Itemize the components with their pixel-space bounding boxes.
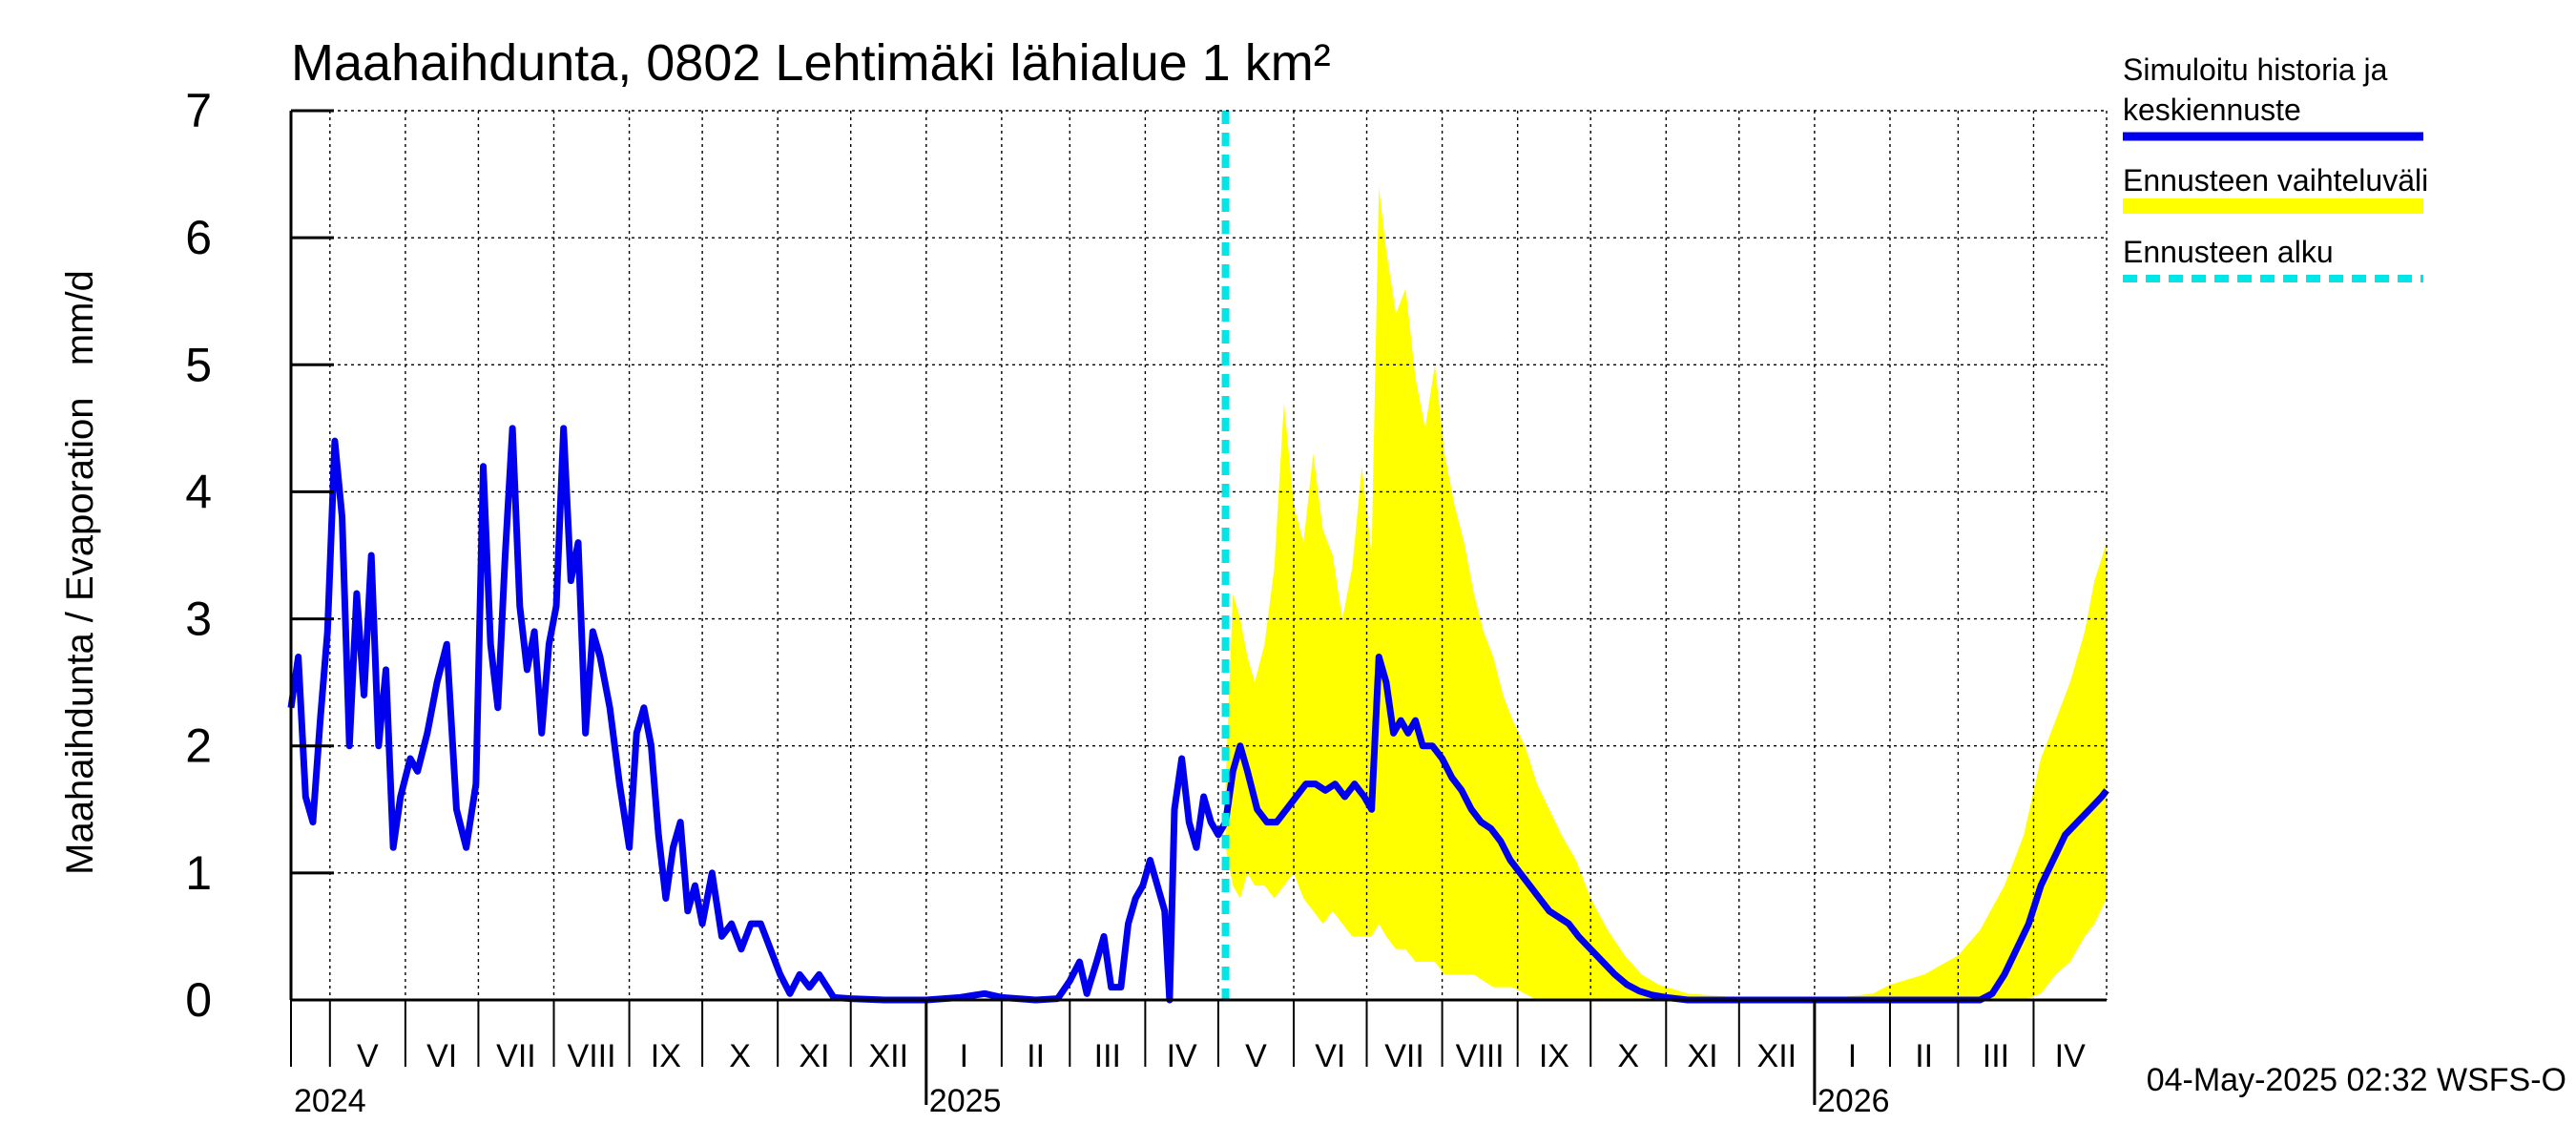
month-label: X bbox=[729, 1038, 751, 1074]
grid-lines bbox=[291, 111, 2107, 1000]
y-tick-label: 6 bbox=[185, 211, 212, 264]
month-label: III bbox=[1983, 1038, 2009, 1074]
simulated-series bbox=[287, 425, 2109, 1004]
month-labels: V VI VII VIII IX X XI XII I II III IV V VI VII VIII IX X X… bbox=[290, 1000, 2086, 1074]
month-label: XII bbox=[1757, 1038, 1797, 1074]
month-label: X bbox=[1617, 1038, 1639, 1074]
y-tick-label: 1 bbox=[185, 846, 212, 900]
month-label: XI bbox=[1687, 1038, 1717, 1074]
month-label: VII bbox=[1384, 1038, 1424, 1074]
month-label: XII bbox=[868, 1038, 908, 1074]
month-label: VII bbox=[496, 1038, 536, 1074]
month-label: IX bbox=[651, 1038, 681, 1074]
y-axis-label: Maahaihdunta / Evaporation mm/d bbox=[59, 270, 101, 875]
y-tick-label: 0 bbox=[185, 973, 212, 1027]
month-label: I bbox=[960, 1038, 968, 1074]
forecast-range-band bbox=[291, 111, 2107, 1000]
year-label: 2024 bbox=[294, 1083, 366, 1119]
month-label: VI bbox=[426, 1038, 457, 1074]
legend-label: keskiennuste bbox=[2123, 93, 2301, 127]
y-tick-label: 3 bbox=[185, 593, 212, 646]
legend: Simuloitu historia ja keskiennuste Ennuste… bbox=[2123, 52, 2428, 282]
month-label: IV bbox=[1167, 1038, 1197, 1074]
legend-label: Simuloitu historia ja bbox=[2123, 52, 2388, 87]
month-label: I bbox=[1848, 1038, 1857, 1074]
month-label: VIII bbox=[568, 1038, 616, 1074]
month-label: IV bbox=[2055, 1038, 2086, 1074]
month-label: V bbox=[1245, 1038, 1267, 1074]
footer-timestamp: 04-May-2025 02:32 WSFS-O bbox=[2147, 1062, 2566, 1098]
month-label: IX bbox=[1539, 1038, 1569, 1074]
y-tick-label: 5 bbox=[185, 338, 212, 391]
chart-title: Maahaihdunta, 0802 Lehtimäki lähialue 1 … bbox=[291, 34, 1331, 92]
month-label: VI bbox=[1315, 1038, 1345, 1074]
y-tick-label: 2 bbox=[185, 719, 212, 773]
legend-label: Ennusteen vaihteluväli bbox=[2123, 163, 2428, 198]
y-tick-label: 7 bbox=[185, 84, 212, 137]
year-labels: 2024 2025 2026 bbox=[294, 1000, 1890, 1119]
forecast-range-area bbox=[1225, 186, 2107, 1000]
month-label: II bbox=[1027, 1038, 1045, 1074]
y-tick-labels: 0 1 2 3 4 5 6 7 bbox=[185, 84, 212, 1027]
year-label: 2025 bbox=[929, 1083, 1002, 1119]
month-label: VIII bbox=[1456, 1038, 1505, 1074]
month-label: II bbox=[1915, 1038, 1933, 1074]
month-label: XI bbox=[799, 1038, 829, 1074]
month-label: V bbox=[357, 1038, 379, 1074]
simulated-line bbox=[287, 425, 2109, 1004]
axes bbox=[289, 109, 2108, 1002]
y-tick-label: 4 bbox=[185, 465, 212, 518]
month-label: III bbox=[1094, 1038, 1121, 1074]
year-label: 2026 bbox=[1818, 1083, 1890, 1119]
plot-area bbox=[291, 111, 2107, 1000]
legend-label: Ennusteen alku bbox=[2123, 235, 2334, 269]
